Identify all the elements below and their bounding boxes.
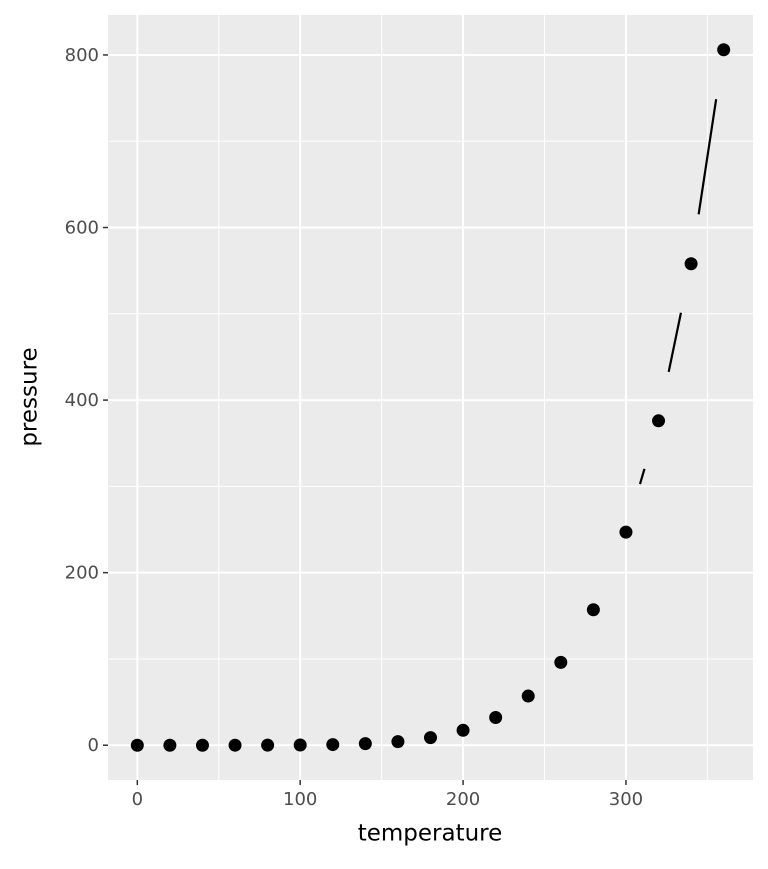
y-tick-label: 0 (88, 735, 99, 756)
point (326, 738, 340, 752)
point (163, 738, 177, 752)
point (130, 738, 144, 752)
x-tick-label: 0 (132, 789, 143, 810)
line-segment (697, 99, 718, 215)
line-segment (667, 312, 683, 373)
point (391, 735, 405, 749)
line-segment (638, 468, 646, 485)
y-tick-label: 600 (65, 218, 99, 239)
point (293, 738, 307, 752)
point (228, 738, 242, 752)
point (424, 731, 437, 745)
point (456, 723, 470, 737)
x-axis-title: temperature (358, 821, 503, 847)
y-tick-label: 800 (65, 45, 99, 66)
point (521, 689, 535, 703)
y-axis-title: pressure (17, 347, 43, 446)
point (619, 525, 633, 539)
point (586, 603, 600, 617)
x-tick-label: 300 (609, 789, 643, 810)
point (717, 43, 731, 57)
x-tick-label: 100 (283, 789, 317, 810)
x-tick-label: 200 (446, 789, 480, 810)
point (195, 738, 209, 752)
y-tick-label: 400 (65, 390, 99, 411)
point (554, 655, 568, 669)
point (261, 738, 275, 752)
point (684, 257, 698, 271)
point (489, 711, 503, 725)
y-tick-label: 200 (65, 563, 99, 584)
point (358, 737, 372, 751)
panel (108, 15, 753, 780)
point (652, 414, 666, 428)
